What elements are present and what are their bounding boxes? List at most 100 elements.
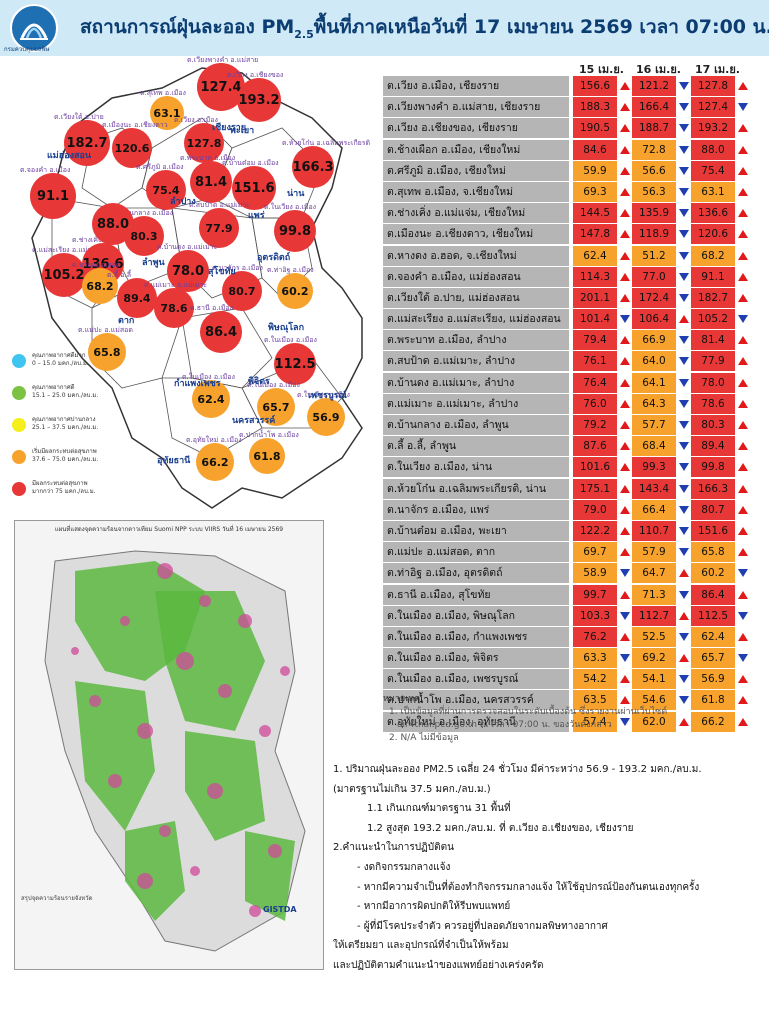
pm25-value-cell: 193.2 [691,118,735,139]
pm25-value-cell: 62.0 [632,711,676,732]
station-name: ต.ช่างเคิ่ง อ.แม่แจ่ม, เชียงใหม่ [383,203,569,224]
station-label: ต.ห้วยโก๋น อ.เฉลิมพระเกียรติ [282,139,371,147]
province-label: พิจิตร [248,377,270,387]
pm25-value-cell: 175.1 [573,478,617,499]
title-prefix: สถานการณ์ฝุ่นละออง PM [80,16,295,38]
pm25-value-cell: 76.1 [573,351,617,372]
pm25-value-cell: 79.0 [573,499,617,520]
pm25-value-cell: 63.5 [573,690,617,711]
pm25-value-cell: 188.7 [632,118,676,139]
map-value-bubble: 65.7 [257,388,295,426]
province-label: ตาก [118,316,135,326]
station-name: ต.ช้างเผือก อ.เมือง, เชียงใหม่ [383,139,569,160]
pm25-value-cell: 77.0 [632,266,676,287]
station-label: ต.เวียง อ.เมือง [174,116,218,124]
station-name: ต.ในเมือง อ.เมือง, เพชรบูรณ์ [383,669,569,690]
pm25-value-cell: 121.2 [632,76,676,96]
trend-down-icon [679,526,689,535]
trend-down-icon [620,717,630,726]
legend-item: มีผลกระทบต่อสุขภาพ มากกว่า 75 มคก./ลบ.ม. [12,478,122,510]
station-label: ต.ในเมือง อ.เมือง [264,336,317,344]
trend-down-icon [679,399,689,408]
pm25-value-cell: 99.7 [573,584,617,605]
station-name: ต.สุเทพ อ.เมือง, จ.เชียงใหม่ [383,181,569,202]
pm25-value-cell: 190.5 [573,118,617,139]
trend-down-icon [620,654,630,663]
table-row: ต.อุทัยใหม่ อ.เมือง, อุทัยธานี 57.4 62.0 66… [383,711,763,733]
pm25-value-cell: 166.3 [691,478,735,499]
pm25-value-cell: 127.8 [691,76,735,96]
pm25-value-cell: 69.3 [573,181,617,202]
station-name: ต.แม่เมาะ อ.แม่เมาะ, ลำปาง [383,393,569,414]
table-row: ต.ในเมือง อ.เมือง, กำแพงเพชร 76.2 52.5 62.4 [383,626,763,648]
map-value-bubble: 112.5 [274,343,316,385]
summary-line: - งดกิจกรรมกลางแจ้ง [357,861,451,873]
legend-dot-very-good [12,354,26,368]
summary-line: 2.คำแนะนำในการปฏิบัติตน [333,842,454,854]
trend-up-icon [620,272,630,281]
pm25-value-cell: 99.3 [632,457,676,478]
legend-label: คุณภาพอากาศปานกลาง [32,416,96,423]
trend-down-icon [679,124,689,133]
pm25-value-cell: 68.2 [691,245,735,266]
province-label: น่าน [287,189,305,199]
map-value-bubble: 182.7 [64,120,110,166]
station-label: ต.สบป้าด อ.แม่เมาะ [189,201,250,209]
table-row: ต.ลี้ อ.ลี้, ลำพูน 87.6 68.4 89.4 [383,436,763,457]
pm25-value-cell: 151.6 [691,520,735,541]
title-subscript: 2.5 [294,27,314,41]
trend-up-icon [738,251,748,260]
logo-caption: กรมควบคุมมลพิษ [4,46,50,53]
map-value-bubble: 105.2 [42,253,86,297]
pm25-value-cell: 79.4 [573,330,617,351]
legend-item: เริ่มมีผลกระทบต่อสุขภาพ 37.6 – 75.0 มคก./… [12,446,122,478]
map-value-bubble: 127.8 [184,123,224,163]
station-label: ต.จองคำ อ.เมือง [20,166,71,174]
table-row: ต.บ้านกลาง อ.เมือง, ลำพูน 79.2 57.7 80.3 [383,415,763,436]
pm25-value-cell: 79.2 [573,415,617,435]
table-row: ต.ในเมือง อ.เมือง, พิษณุโลก 103.3 112.7 112… [383,605,763,627]
table-body: ต.เวียง อ.เมือง, เชียงราย 156.6 121.2 127.8… [383,76,763,733]
pm25-value-cell: 57.4 [573,711,617,732]
province-label: อุตรดิตถ์ [257,253,291,263]
pm25-value-cell: 69.7 [573,542,617,563]
pm25-value-cell: 64.0 [632,351,676,372]
province-label: เพชรบูรณ์ [308,391,347,401]
pm25-value-cell: 99.8 [691,457,735,478]
trend-down-icon [679,82,689,90]
trend-down-icon [738,569,748,578]
station-name: ต.บ้านกลาง อ.เมือง, ลำพูน [383,415,569,435]
pm25-value-cell: 106.4 [632,309,676,330]
page-title: สถานการณ์ฝุ่นละออง PM2.5พื้นที่ภาคเหนือว… [80,12,769,42]
map-value-bubble: 68.2 [82,268,118,304]
legend-dot-good [12,386,26,400]
pm25-value-cell: 77.9 [691,351,735,372]
legend-range: มากกว่า 75 มคก./ลบ.ม. [32,488,96,495]
station-name: ต.แม่ปะ อ.แม่สอด, ตาก [383,542,569,563]
station-label: ต.บ้านกลาง อ.เมือง [114,209,174,217]
station-name: ต.ในเมือง อ.เมือง, พิจิตร [383,648,569,669]
pm25-value-cell: 101.4 [573,309,617,330]
station-label: ต.อุทัยใหม่ อ.เมือง [186,436,242,444]
pm25-value-cell: 105.2 [691,309,735,330]
satellite-map-title: แผนที่แสดงจุดความร้อนจากดาวเทียม Suomi N… [54,526,284,533]
trend-up-icon [738,209,748,218]
trend-up-icon [620,230,630,239]
notes-heading: หมายเหตุ [383,694,421,704]
pm25-value-cell: 76.2 [573,626,617,647]
map-value-bubble: 63.1 [150,96,184,130]
trend-up-icon [620,526,630,535]
trend-up-icon [620,293,630,302]
pm25-value-cell: 114.3 [573,266,617,287]
pm25-value-cell: 112.5 [691,605,735,626]
table-row: ต.ในเมือง อ.เมือง, พิจิตร 63.3 69.2 65.7 [383,648,763,669]
table-row: ต.บ้านต๋อม อ.เมือง, พะเยา 122.2 110.7 151.6 [383,520,763,542]
map-value-bubble: 120.6 [112,128,152,168]
pm25-value-cell: 65.8 [691,542,735,563]
pm25-value-cell: 156.6 [573,76,617,96]
station-name: ต.ในเมือง อ.เมือง, พิษณุโลก [383,605,569,626]
trend-up-icon [738,590,748,599]
station-label: ต.ธานี อ.เมือง [190,304,234,312]
trend-down-icon [679,548,689,557]
pm25-value-cell: 64.1 [632,372,676,393]
